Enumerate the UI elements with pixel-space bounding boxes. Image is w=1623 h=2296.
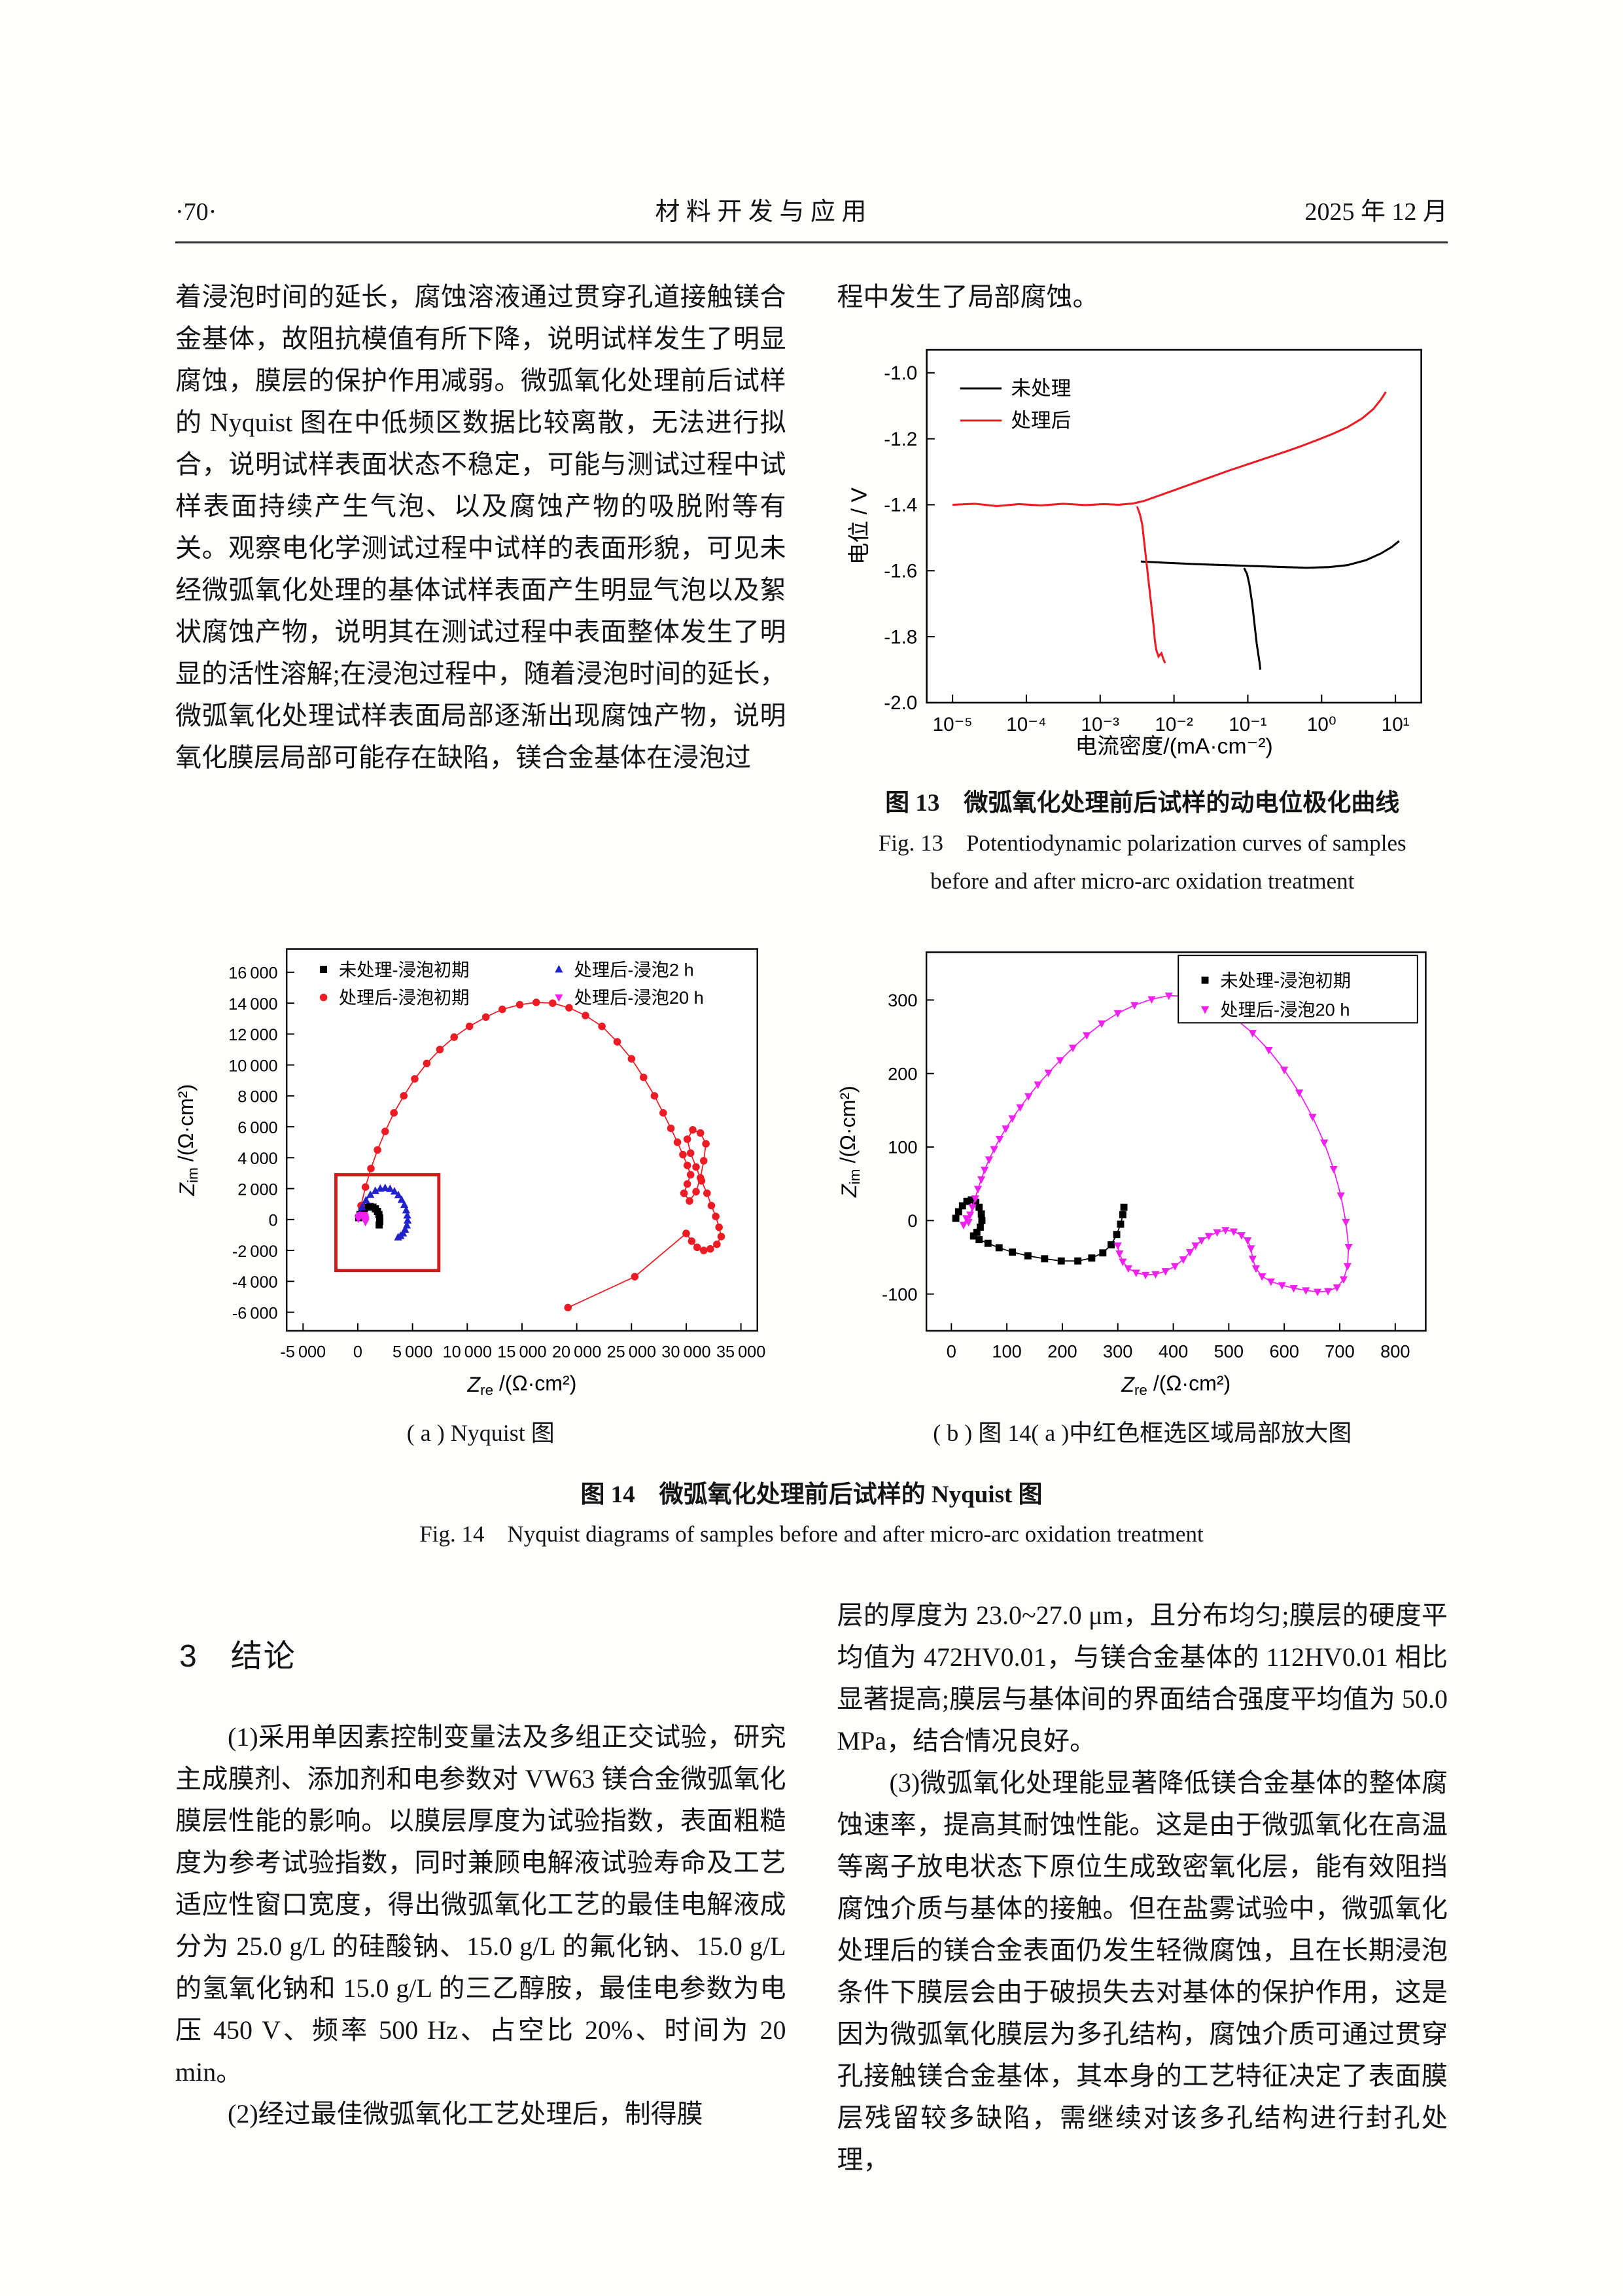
svg-text:10⁻²: 10⁻² — [1155, 714, 1193, 735]
svg-text:300: 300 — [1103, 1341, 1132, 1362]
svg-text:800: 800 — [1380, 1341, 1410, 1362]
svg-text:-4 000: -4 000 — [232, 1273, 278, 1292]
svg-text:2 000: 2 000 — [237, 1180, 277, 1199]
svg-text:-5 000: -5 000 — [280, 1343, 326, 1362]
fig13-caption-en-line1: Fig. 13 Potentiodynamic polarization cur… — [878, 830, 1406, 856]
svg-text:Zim /(Ω·cm²): Zim /(Ω·cm²) — [837, 1086, 863, 1198]
svg-text:-2 000: -2 000 — [232, 1243, 278, 1261]
svg-text:14 000: 14 000 — [228, 995, 277, 1014]
conclusion-paragraph-3: (3)微弧氧化处理能显著降低镁合金基体的整体腐蚀速率，提高其耐蚀性能。这是由于微… — [837, 1767, 1448, 2174]
svg-text:处理后: 处理后 — [1011, 410, 1071, 432]
svg-text:-1.0: -1.0 — [884, 362, 917, 384]
svg-text:35 000: 35 000 — [716, 1343, 765, 1362]
left-column: 着浸泡时间的延长，腐蚀溶液通过贯穿孔道接触镁合金基体，故阻抗模值有所下降，说明试… — [175, 276, 786, 898]
svg-text:处理后-浸泡20 h: 处理后-浸泡20 h — [1220, 1000, 1350, 1020]
figure-14-row: -5 000 0 5 000 10 000 15 000 20 000 25 000 30 0… — [175, 936, 1448, 1448]
figure-14b: 0 100 200 300 400 500 600 700 800 300 200 100 0 -100 Z… — [837, 936, 1448, 1448]
conclusion-left-column: 3 结论 (1)采用单因素控制变量法及多组正交试验，研究主成膜剂、添加剂和电参数… — [175, 1595, 786, 2181]
conclusion-paragraph-2: (2)经过最佳微弧氧化工艺处理后，制得膜 — [228, 2098, 703, 2128]
conclusion-paragraph-2-continued: 层的厚度为 23.0~27.0 μm，且分布均匀;膜层的硬度平均值为 472HV… — [837, 1600, 1448, 1756]
svg-text:电流密度/(mA·cm⁻²): 电流密度/(mA·cm⁻²) — [1075, 734, 1272, 759]
svg-text:4 000: 4 000 — [237, 1150, 277, 1168]
svg-text:10¹: 10¹ — [1381, 714, 1409, 735]
conclusion-right-column: 层的厚度为 23.0~27.0 μm，且分布均匀;膜层的硬度平均值为 472HV… — [837, 1595, 1448, 2181]
fig13-caption-cn: 图 13 微弧氧化处理前后试样的动电位极化曲线 — [885, 790, 1400, 817]
intro-paragraph-right: 程中发生了局部腐蚀。 — [837, 282, 1099, 311]
svg-text:200: 200 — [888, 1063, 917, 1084]
svg-text:处理后-浸泡2 h: 处理后-浸泡2 h — [574, 959, 694, 980]
journal-title: 材 料 开 发 与 应 用 — [655, 198, 867, 226]
svg-text:10⁰: 10⁰ — [1306, 714, 1336, 735]
svg-text:Zim /(Ω·cm²): Zim /(Ω·cm²) — [175, 1084, 201, 1197]
svg-text:-100: -100 — [882, 1284, 917, 1305]
issue-date: 2025 年 12 月 — [1304, 198, 1448, 226]
fig14a-subcaption: ( a ) Nyquist 图 — [406, 1419, 555, 1446]
svg-text:100: 100 — [992, 1341, 1021, 1362]
figure-13: 10⁻⁵ 10⁻⁴ 10⁻³ 10⁻² 10⁻¹ 10⁰ 10¹ -1.0 -1.2 -1.4 -1… — [837, 335, 1448, 898]
svg-text:20 000: 20 000 — [552, 1343, 601, 1362]
svg-text:500: 500 — [1213, 1341, 1243, 1362]
svg-text:12 000: 12 000 — [228, 1026, 277, 1044]
intro-paragraph-left: 着浸泡时间的延长，腐蚀溶液通过贯穿孔道接触镁合金基体，故阻抗模值有所下降，说明试… — [175, 282, 786, 772]
fig13-polarization-chart: 10⁻⁵ 10⁻⁴ 10⁻³ 10⁻² 10⁻¹ 10⁰ 10¹ -1.0 -1.2 -1.4 -1… — [846, 349, 1422, 759]
conclusion-section: 3 结论 (1)采用单因素控制变量法及多组正交试验，研究主成膜剂、添加剂和电参数… — [175, 1595, 1448, 2181]
figure-14a: -5 000 0 5 000 10 000 15 000 20 000 25 000 30 0… — [175, 936, 786, 1448]
svg-text:0: 0 — [268, 1212, 277, 1230]
svg-text:10⁻¹: 10⁻¹ — [1229, 714, 1267, 735]
svg-text:8 000: 8 000 — [237, 1088, 277, 1106]
conclusion-heading: 3 结论 — [179, 1638, 296, 1674]
svg-text:10⁻³: 10⁻³ — [1081, 714, 1119, 735]
svg-text:300: 300 — [888, 990, 917, 1010]
top-text-section: 着浸泡时间的延长，腐蚀溶液通过贯穿孔道接触镁合金基体，故阻抗模值有所下降，说明试… — [175, 276, 1448, 898]
svg-text:10⁻⁴: 10⁻⁴ — [1006, 714, 1046, 735]
svg-text:400: 400 — [1158, 1341, 1187, 1362]
svg-text:15 000: 15 000 — [497, 1343, 546, 1362]
svg-text:0: 0 — [946, 1341, 956, 1362]
fig14b-zoom-chart: 0 100 200 300 400 500 600 700 800 300 200 100 0 -100 Z… — [837, 951, 1427, 1398]
fig14b-subcaption: ( b ) 图 14( a )中红色框选区域局部放大图 — [933, 1419, 1352, 1446]
figure-14-captions: 图 14 微弧氧化处理前后试样的 Nyquist 图 Fig. 14 Nyqui… — [175, 1477, 1448, 1551]
fig13-chart-wrap: 10⁻⁵ 10⁻⁴ 10⁻³ 10⁻² 10⁻¹ 10⁰ 10¹ -1.0 -1.2 -1.4 -1… — [837, 335, 1448, 769]
svg-text:未处理-浸泡初期: 未处理-浸泡初期 — [339, 959, 470, 980]
svg-text:电位 / V: 电位 / V — [846, 487, 871, 565]
fig13-caption-en-line2: before and after micro-arc oxidation tre… — [930, 868, 1355, 894]
fig14a-nyquist-chart: -5 000 0 5 000 10 000 15 000 20 000 25 000 30 0… — [175, 948, 765, 1398]
fig14-caption-en: Fig. 14 Nyquist diagrams of samples befo… — [419, 1521, 1204, 1547]
page-number: ·70· — [175, 198, 217, 226]
svg-text:-6 000: -6 000 — [232, 1304, 278, 1322]
svg-text:处理后-浸泡初期: 处理后-浸泡初期 — [339, 987, 470, 1008]
svg-text:200: 200 — [1047, 1341, 1077, 1362]
svg-text:0: 0 — [907, 1210, 917, 1231]
svg-text:Zre /(Ω·cm²): Zre /(Ω·cm²) — [1121, 1371, 1230, 1398]
svg-text:-2.0: -2.0 — [884, 692, 917, 714]
svg-text:10 000: 10 000 — [228, 1057, 277, 1075]
svg-text:5 000: 5 000 — [393, 1343, 432, 1362]
svg-text:600: 600 — [1269, 1341, 1299, 1362]
right-column: 程中发生了局部腐蚀。 10⁻⁵ 10⁻⁴ 10⁻³ 10⁻² 10⁻¹ 10⁰ 10¹ -1.… — [837, 276, 1448, 898]
svg-text:30 000: 30 000 — [661, 1343, 710, 1362]
svg-text:Zre /(Ω·cm²): Zre /(Ω·cm²) — [467, 1371, 577, 1398]
svg-text:未处理: 未处理 — [1011, 378, 1071, 400]
svg-text:6 000: 6 000 — [237, 1119, 277, 1137]
svg-text:10⁻⁵: 10⁻⁵ — [932, 714, 972, 735]
svg-text:-1.2: -1.2 — [884, 429, 917, 450]
svg-text:100: 100 — [888, 1137, 917, 1157]
page-header: ·70· 材 料 开 发 与 应 用 2025 年 12 月 — [175, 191, 1448, 243]
svg-text:700: 700 — [1325, 1341, 1354, 1362]
fig14-caption-cn: 图 14 微弧氧化处理前后试样的 Nyquist 图 — [580, 1481, 1043, 1508]
svg-text:16 000: 16 000 — [228, 964, 277, 983]
svg-text:25 000: 25 000 — [607, 1343, 656, 1362]
svg-text:-1.4: -1.4 — [884, 495, 917, 516]
svg-text:未处理-浸泡初期: 未处理-浸泡初期 — [1220, 970, 1351, 991]
svg-text:10 000: 10 000 — [443, 1343, 492, 1362]
svg-text:处理后-浸泡20 h: 处理后-浸泡20 h — [574, 987, 704, 1008]
svg-text:-1.6: -1.6 — [884, 560, 917, 582]
svg-text:-1.8: -1.8 — [884, 626, 917, 648]
svg-text:0: 0 — [353, 1343, 362, 1362]
conclusion-paragraph-1: (1)采用单因素控制变量法及多组正交试验，研究主成膜剂、添加剂和电参数对 VW6… — [175, 1722, 786, 2087]
